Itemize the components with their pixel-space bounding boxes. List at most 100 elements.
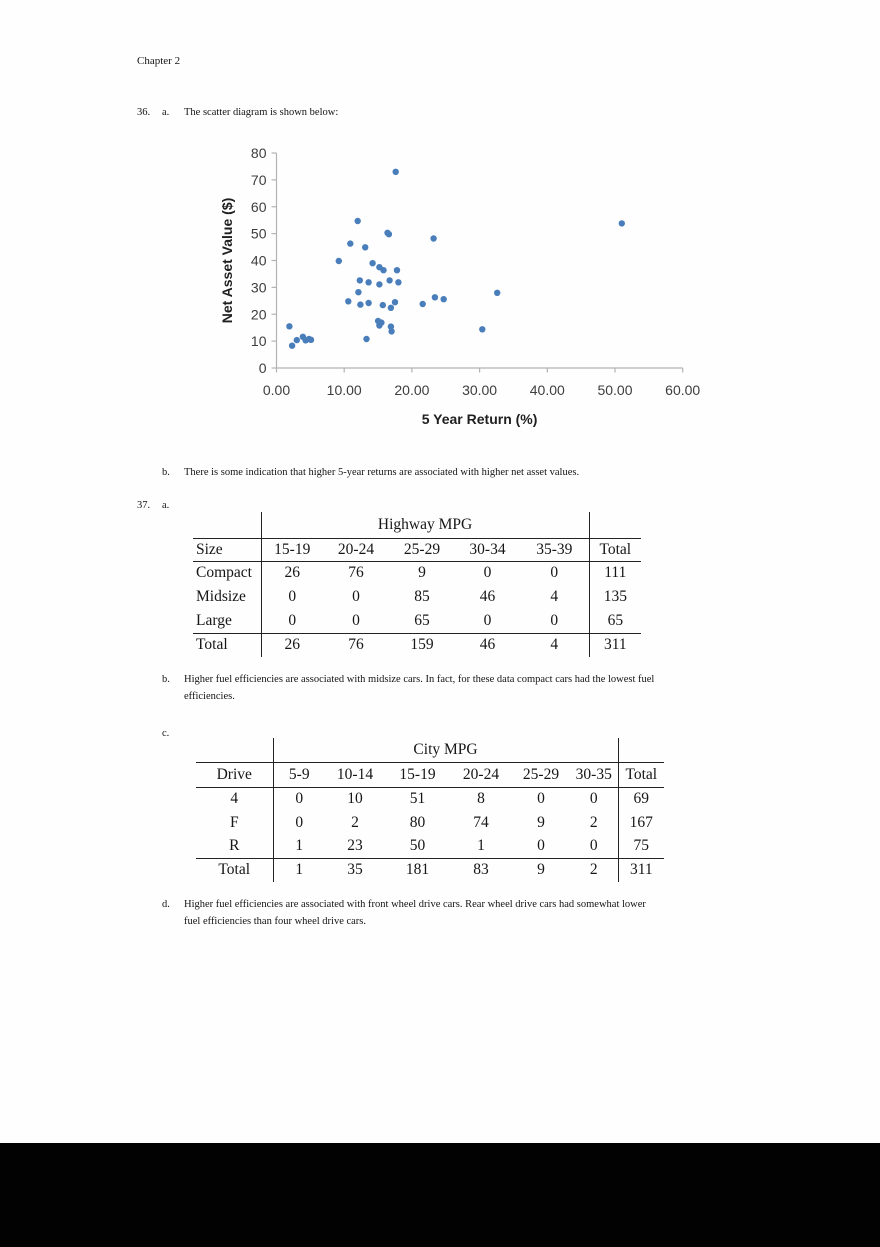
table-cell bbox=[193, 512, 261, 539]
x-tick-label: 50.00 bbox=[597, 382, 632, 398]
table-cell bbox=[196, 738, 273, 763]
table-cell: 83 bbox=[473, 861, 489, 879]
data-point bbox=[354, 217, 361, 225]
y-axis-title: Net Asset Value ($) bbox=[220, 198, 235, 324]
table-cell: 0 bbox=[260, 585, 323, 609]
data-point bbox=[387, 304, 395, 311]
data-point bbox=[386, 277, 393, 284]
data-point bbox=[479, 326, 486, 333]
table-cell: 9 bbox=[418, 564, 426, 582]
item-36b-text: There is some indication that higher 5-y… bbox=[184, 467, 580, 478]
data-point bbox=[286, 323, 293, 330]
data-point bbox=[430, 235, 437, 242]
table-cell: 0 bbox=[455, 609, 520, 634]
row-header: Size bbox=[193, 538, 261, 562]
table-row: F 0 2 80 74 9 2 167 bbox=[196, 811, 665, 835]
item-37b-text: Higher fuel efficiencies are associated … bbox=[184, 674, 657, 702]
table-total-row: Total 1 35 181 83 9 2 311 bbox=[196, 858, 665, 882]
row-label: Compact bbox=[196, 564, 252, 582]
x-axis-title: 5 Year Return (%) bbox=[422, 411, 538, 427]
item-36a-text: The scatter diagram is shown below: bbox=[184, 107, 339, 118]
data-point bbox=[391, 299, 399, 306]
table-row: Compact 26 76 9 0 0 111 bbox=[193, 561, 642, 585]
y-tick-label: 20 bbox=[251, 306, 267, 322]
table-cell: 10 bbox=[347, 790, 363, 808]
chapter-heading: Chapter 2 bbox=[137, 55, 181, 67]
table-cell: 0 bbox=[550, 564, 559, 582]
table-cell bbox=[588, 512, 642, 539]
data-point bbox=[365, 299, 372, 307]
table-cell: 0 bbox=[537, 790, 545, 808]
column-header: Total bbox=[588, 538, 642, 562]
table-title-row: City MPG bbox=[196, 738, 665, 763]
table-cell: 23 bbox=[325, 835, 385, 859]
data-point bbox=[378, 319, 385, 326]
data-point bbox=[335, 257, 342, 265]
table-cell: 9 bbox=[537, 814, 545, 831]
data-point bbox=[494, 289, 501, 296]
table-cell: 26 bbox=[260, 561, 323, 585]
table-cell: 46 bbox=[479, 636, 496, 654]
table-cell: 65 bbox=[389, 609, 455, 634]
column-header: 10-14 bbox=[325, 762, 385, 788]
table-cell: 0 bbox=[323, 609, 389, 634]
x-tick-label: 60.00 bbox=[665, 382, 700, 398]
item-37d-text: Higher fuel efficiencies are associated … bbox=[184, 899, 649, 927]
x-tick-label: 20.00 bbox=[394, 382, 429, 398]
row-label: Total bbox=[196, 636, 228, 654]
y-tick-label: 0 bbox=[259, 360, 267, 376]
row-label: R bbox=[196, 835, 273, 859]
data-point bbox=[380, 267, 387, 274]
row-total: 111 bbox=[588, 561, 642, 585]
data-point bbox=[293, 336, 300, 344]
data-point bbox=[376, 281, 383, 288]
data-point bbox=[388, 328, 395, 335]
data-point bbox=[357, 301, 364, 308]
item-37c-label: c. bbox=[162, 728, 170, 739]
y-tick-label: 10 bbox=[251, 333, 267, 349]
table-row: Midsize 0 0 85 46 4 135 bbox=[193, 585, 642, 609]
x-tick-label: 40.00 bbox=[530, 382, 565, 398]
data-point bbox=[363, 335, 370, 343]
table-cell: 50 bbox=[385, 835, 450, 859]
table-cell: 0 bbox=[589, 790, 598, 808]
table-cell: 181 bbox=[405, 861, 430, 879]
data-point bbox=[385, 231, 393, 238]
x-tick-label: 10.00 bbox=[327, 382, 362, 398]
item-37d-label: d. bbox=[162, 899, 170, 910]
table-header-row: Drive 5-9 10-14 15-19 20-24 25-29 30-35 Total bbox=[196, 762, 665, 788]
data-point bbox=[288, 342, 296, 349]
table-cell: 51 bbox=[409, 790, 426, 808]
data-point bbox=[345, 298, 352, 305]
table-cell: 1 bbox=[272, 835, 325, 859]
table-cell: 0 bbox=[483, 564, 492, 582]
x-tick-label: 0.00 bbox=[263, 382, 290, 398]
column-header: 35-39 bbox=[520, 538, 590, 562]
y-tick-label: 70 bbox=[251, 172, 267, 188]
table-cell: 35 bbox=[347, 861, 363, 879]
table-cell: 0 bbox=[352, 588, 360, 605]
data-point bbox=[355, 289, 362, 296]
item-37-number: 37. bbox=[137, 500, 151, 511]
row-label: Midsize bbox=[196, 588, 246, 605]
table-total-row: Total 26 76 159 46 4 311 bbox=[193, 633, 642, 657]
city-mpg-table: City MPG Drive 5-9 10-14 15-19 20-24 25-29 30-3… bbox=[196, 738, 665, 882]
column-header: 30-35 bbox=[570, 762, 619, 788]
row-total: 167 bbox=[617, 811, 665, 835]
row-total: 69 bbox=[617, 787, 665, 811]
data-point bbox=[419, 300, 426, 308]
table-cell: 0 bbox=[272, 811, 325, 835]
x-tick-label: 30.00 bbox=[462, 382, 497, 398]
table-cell: 0 bbox=[520, 609, 590, 634]
table-cell: 159 bbox=[410, 636, 434, 654]
data-point bbox=[379, 301, 386, 309]
table-title-row: Highway MPG bbox=[193, 512, 642, 539]
column-header: 20-24 bbox=[450, 762, 512, 788]
item-36b-label: b. bbox=[162, 467, 170, 478]
document-page: Chapter 2 36. a. The scatter diagram is … bbox=[0, 0, 880, 1143]
data-point bbox=[307, 336, 315, 343]
row-total: 311 bbox=[617, 858, 665, 882]
table-cell: 4 bbox=[550, 588, 559, 605]
y-tick-label: 50 bbox=[251, 226, 267, 242]
row-total: 135 bbox=[588, 585, 642, 609]
